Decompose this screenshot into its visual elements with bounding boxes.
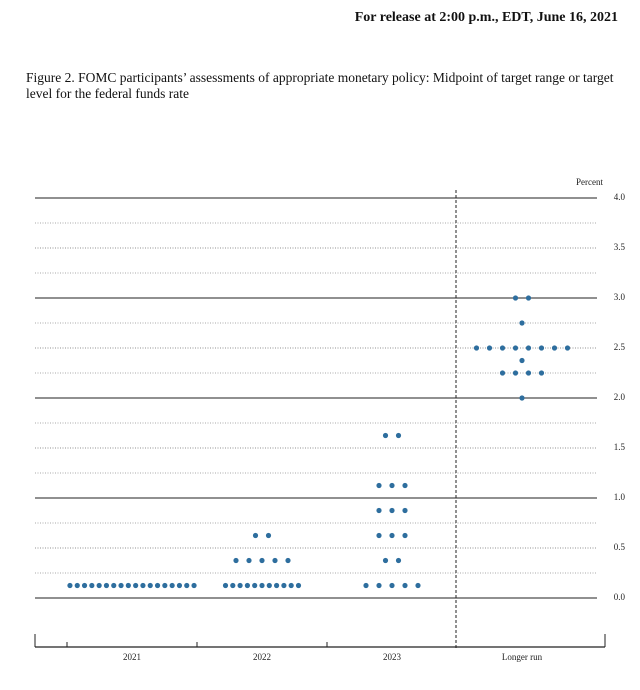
dot	[395, 432, 402, 439]
dot	[499, 345, 506, 351]
figure-caption: Figure 2. FOMC participants’ assessments…	[26, 70, 614, 101]
dot	[274, 582, 280, 589]
y-tick-label: 2.5	[614, 342, 626, 352]
dot	[74, 582, 80, 589]
y-axis-label: Percent	[576, 177, 603, 187]
dot	[154, 582, 161, 589]
dot	[382, 557, 389, 564]
dot	[184, 582, 190, 589]
dot	[512, 370, 519, 376]
dot	[246, 557, 252, 564]
y-tick-label: 1.5	[614, 442, 626, 452]
dot	[140, 582, 146, 589]
dot	[233, 557, 239, 564]
dot	[389, 582, 395, 589]
dot	[389, 532, 395, 539]
dot	[147, 582, 153, 589]
dot	[376, 507, 382, 514]
dot	[288, 582, 294, 589]
dot	[512, 295, 519, 301]
dot	[551, 345, 558, 351]
x-tick-label: 2023	[383, 652, 402, 662]
dot	[252, 582, 258, 589]
dot	[363, 582, 369, 589]
y-tick-label: 0.0	[614, 592, 626, 602]
dot	[252, 532, 259, 539]
dot	[402, 582, 408, 589]
dot	[519, 395, 525, 401]
dot	[133, 582, 139, 589]
y-tick-label: 3.0	[614, 292, 626, 302]
dot	[111, 582, 117, 589]
y-tick-label: 4.0	[614, 192, 626, 202]
dot	[244, 582, 250, 589]
dot	[525, 345, 532, 351]
dot	[389, 482, 395, 489]
dot	[402, 532, 408, 539]
dot	[103, 582, 110, 589]
dot	[259, 582, 265, 589]
y-tick-label: 1.0	[614, 492, 626, 502]
dot	[266, 582, 272, 589]
dot	[538, 370, 545, 376]
dot	[376, 482, 382, 489]
x-tick-label: 2022	[253, 652, 271, 662]
dot	[499, 370, 506, 376]
dot	[259, 557, 265, 564]
dot	[222, 582, 229, 589]
dot	[376, 582, 382, 589]
dot	[89, 582, 95, 589]
dot	[295, 582, 302, 589]
dot	[415, 582, 421, 589]
x-tick-label: Longer run	[502, 652, 543, 662]
x-tick-label: 2021	[123, 652, 141, 662]
dot	[473, 345, 480, 351]
dot	[118, 582, 124, 589]
dot	[402, 482, 408, 489]
dot	[176, 582, 183, 589]
dot	[265, 532, 272, 539]
release-note: For release at 2:00 p.m., EDT, June 16, …	[354, 10, 618, 25]
dot	[519, 320, 525, 326]
dot	[389, 507, 395, 514]
y-tick-label: 0.5	[614, 542, 626, 552]
y-tick-label: 2.0	[614, 392, 626, 402]
dot	[525, 295, 532, 301]
dot	[382, 432, 389, 439]
dot	[486, 345, 493, 351]
dot	[191, 582, 197, 589]
dot	[162, 582, 168, 589]
dot	[376, 532, 382, 539]
dot	[125, 582, 131, 589]
dot	[395, 557, 402, 564]
dot	[237, 582, 243, 589]
dot	[96, 582, 102, 589]
dot	[281, 582, 287, 589]
dot	[285, 557, 291, 564]
dot	[81, 582, 88, 589]
dot	[564, 345, 571, 351]
dot	[67, 582, 73, 589]
y-tick-label: 3.5	[614, 242, 626, 252]
dot	[519, 357, 525, 364]
dot	[538, 345, 545, 351]
dot	[169, 582, 175, 589]
dot	[525, 370, 532, 376]
dot	[230, 582, 236, 589]
dot	[402, 507, 408, 514]
dot	[272, 557, 278, 564]
dot	[512, 345, 519, 351]
